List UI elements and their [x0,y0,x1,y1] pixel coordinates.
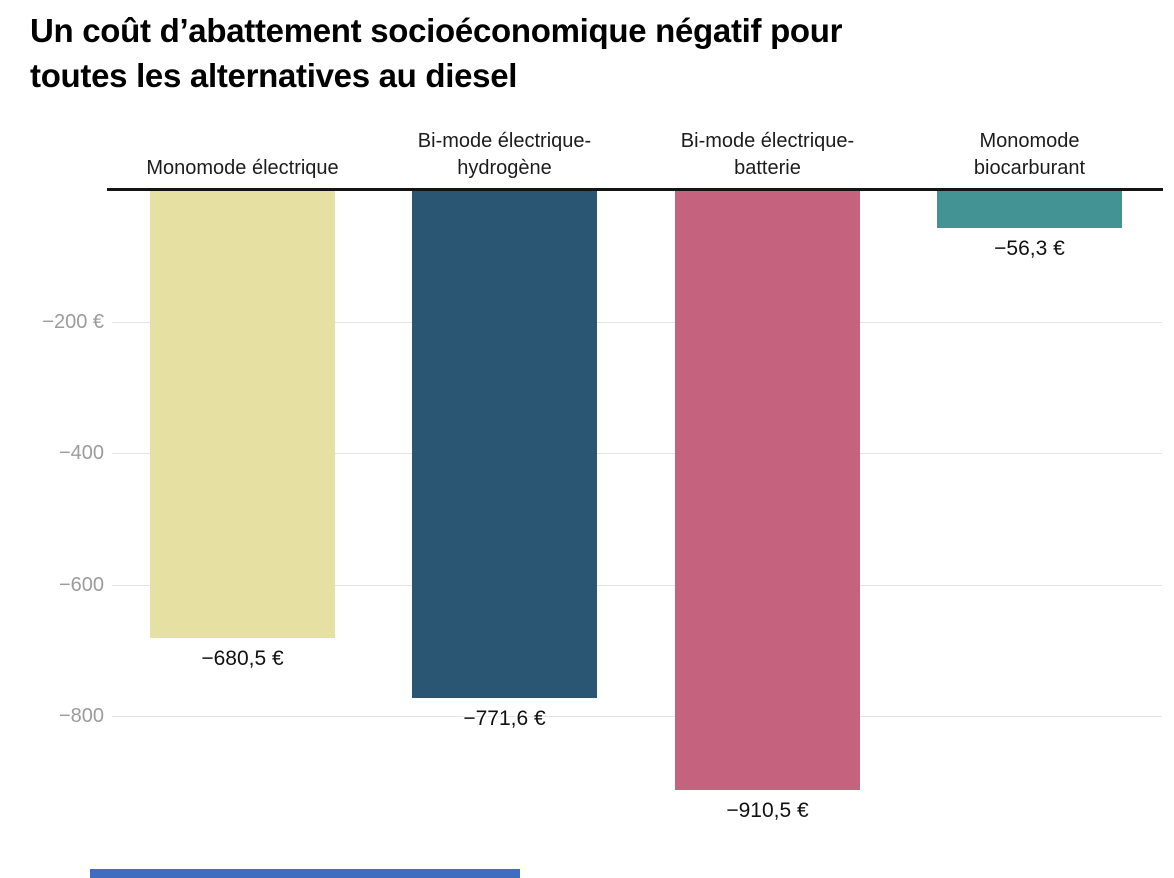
grid-line [112,716,1162,717]
chart-title-line-2: toutes les alternatives au diesel [30,57,518,94]
category-label: Bi-mode électrique- batterie [680,130,855,179]
bar [937,191,1122,228]
grid-line [112,453,1162,454]
category-label: Bi-mode électrique- hydrogène [417,130,592,179]
bar-value-label: −680,5 € [201,647,284,670]
bar [150,191,335,638]
category-label: Monomode biocarburant [973,130,1086,179]
grid-line [112,321,1162,323]
y-axis-tick-label: −800 [58,705,104,727]
bar-value-label: −910,5 € [726,799,809,822]
y-axis-tick-label: −400 [58,442,104,464]
bar-value-label: −771,6 € [463,707,546,730]
zero-baseline-axis [107,188,1163,191]
chart-title: Un coût d’abattement socioéconomique nég… [30,8,842,98]
y-axis-tick-label: −600 [58,573,104,596]
bar [412,191,597,698]
chart-title-line-1: Un coût d’abattement socioéconomique nég… [30,12,843,49]
footer-accent-bar [90,869,520,878]
grid-line [112,584,1162,586]
bar-value-label: −56,3 € [994,237,1065,260]
y-axis-tick-label: −200 € [42,310,104,333]
bar [675,191,860,790]
category-label: Monomode électrique [146,157,339,179]
